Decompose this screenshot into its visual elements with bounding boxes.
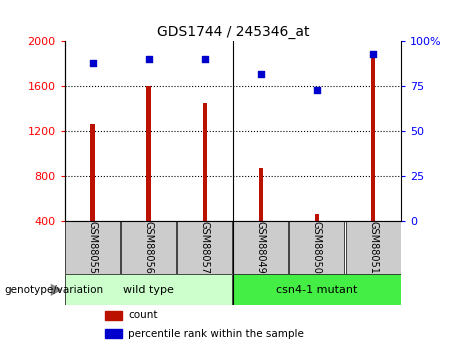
Point bbox=[369, 51, 377, 57]
Bar bbox=[65, 274, 232, 305]
Point bbox=[257, 71, 265, 77]
Text: count: count bbox=[129, 310, 158, 320]
Point bbox=[89, 60, 96, 66]
Text: GSM88057: GSM88057 bbox=[200, 221, 210, 274]
Point bbox=[145, 57, 152, 62]
Polygon shape bbox=[51, 284, 62, 296]
Text: GSM88056: GSM88056 bbox=[144, 221, 154, 274]
Bar bbox=[233, 221, 288, 274]
Text: wild type: wild type bbox=[123, 285, 174, 295]
Bar bbox=[233, 274, 401, 305]
Text: percentile rank within the sample: percentile rank within the sample bbox=[129, 329, 304, 339]
Bar bbox=[105, 311, 122, 320]
Text: GSM88049: GSM88049 bbox=[256, 221, 266, 274]
Title: GDS1744 / 245346_at: GDS1744 / 245346_at bbox=[157, 25, 309, 39]
Point bbox=[201, 57, 208, 62]
Bar bbox=[90, 125, 95, 266]
Bar bbox=[147, 86, 151, 266]
Bar bbox=[121, 221, 176, 274]
Bar bbox=[202, 103, 207, 266]
Bar bbox=[105, 329, 122, 338]
Bar bbox=[259, 168, 263, 266]
Text: GSM88055: GSM88055 bbox=[88, 221, 98, 274]
Bar bbox=[65, 221, 120, 274]
Point bbox=[313, 87, 321, 92]
Bar bbox=[177, 221, 232, 274]
Bar bbox=[346, 221, 401, 274]
Bar bbox=[290, 221, 344, 274]
Text: genotype/variation: genotype/variation bbox=[5, 285, 104, 295]
Text: csn4-1 mutant: csn4-1 mutant bbox=[276, 285, 358, 295]
Bar bbox=[371, 51, 375, 266]
Text: GSM88051: GSM88051 bbox=[368, 221, 378, 274]
Text: GSM88050: GSM88050 bbox=[312, 221, 322, 274]
Bar bbox=[315, 214, 319, 266]
